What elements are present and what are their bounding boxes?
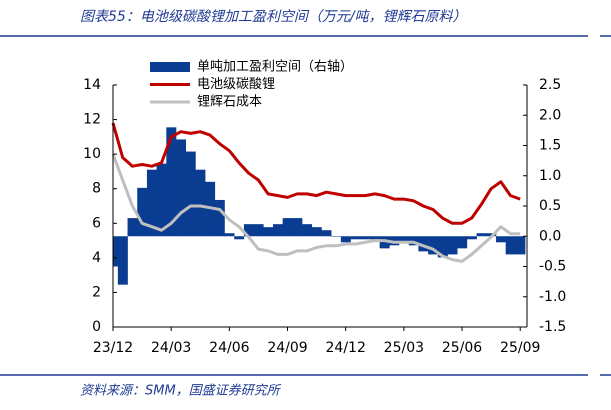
y-tick-label: 14 xyxy=(83,77,101,93)
bar xyxy=(176,139,187,237)
x-tick-label: 24/09 xyxy=(267,340,307,356)
y-tick-label: 4 xyxy=(92,250,101,266)
bar xyxy=(369,236,380,240)
bar xyxy=(437,236,448,258)
legend-label: 电池级碳酸锂 xyxy=(197,77,275,92)
line-series xyxy=(111,122,521,225)
bar xyxy=(214,199,225,237)
bar xyxy=(302,224,313,237)
bar xyxy=(137,187,148,237)
bar xyxy=(166,127,177,237)
y2-tick-label: -1.0 xyxy=(539,289,566,305)
source: 资料来源：SMM，国盛证券研究所 xyxy=(80,383,282,399)
bar xyxy=(311,227,322,237)
x-tick-label: 25/06 xyxy=(442,340,482,356)
y-tick-label: 6 xyxy=(92,215,101,231)
bar xyxy=(350,236,361,240)
y-tick-label: 0 xyxy=(92,319,101,335)
chart-title: 图表55：电池级碳酸锂加工盈利空间（万元/吨，锂辉石原料） xyxy=(80,9,467,25)
bar xyxy=(146,169,157,237)
y2-tick-label: 1.5 xyxy=(539,138,561,154)
bar-group xyxy=(113,127,526,285)
legend-label: 锂辉石成本 xyxy=(197,95,262,110)
y-tick-label: 10 xyxy=(83,146,101,162)
y2-tick-label: 0.0 xyxy=(539,228,561,244)
x-tick-label: 23/12 xyxy=(93,340,133,356)
bar xyxy=(127,218,138,237)
bar xyxy=(113,236,119,267)
bar xyxy=(379,236,390,249)
y-tick-label: 8 xyxy=(92,181,101,197)
bar xyxy=(389,236,400,246)
bar xyxy=(321,230,332,237)
bar xyxy=(156,163,167,237)
y2-tick-label: -0.5 xyxy=(539,259,566,275)
bar xyxy=(428,236,439,255)
bar xyxy=(272,224,283,237)
y-tick-label: 12 xyxy=(83,112,101,128)
bar xyxy=(243,224,254,237)
y2-tick-label: -1.5 xyxy=(539,319,566,335)
legend-label: 单吨加工盈利空间（右轴） xyxy=(197,60,353,75)
bar xyxy=(418,236,429,252)
x-tick-label: 24/12 xyxy=(326,340,366,356)
bar xyxy=(195,169,206,237)
legend-swatch xyxy=(150,62,190,72)
bar xyxy=(234,236,245,240)
bar xyxy=(495,236,506,243)
bar xyxy=(505,236,516,255)
x-tick-label: 25/03 xyxy=(384,340,424,356)
x-tick-label: 24/03 xyxy=(151,340,191,356)
bar xyxy=(457,236,468,249)
y2-tick-label: 0.5 xyxy=(539,198,561,214)
bar xyxy=(476,233,487,237)
y2-tick-label: 2.0 xyxy=(539,107,561,123)
bar xyxy=(185,151,196,237)
bar xyxy=(399,236,410,243)
bar xyxy=(360,236,371,240)
y2-tick-label: 2.5 xyxy=(539,77,561,93)
bar xyxy=(224,233,235,237)
bar xyxy=(515,236,526,255)
bar xyxy=(292,218,303,237)
bar xyxy=(466,236,477,240)
bar xyxy=(447,236,458,255)
bar xyxy=(263,227,274,237)
bar xyxy=(331,236,342,237)
x-tick-label: 24/06 xyxy=(209,340,249,356)
bar xyxy=(282,218,293,237)
y2-tick-label: 1.0 xyxy=(539,168,561,184)
bar xyxy=(117,236,128,285)
y-tick-label: 2 xyxy=(92,284,101,300)
bar xyxy=(340,236,351,243)
line-series xyxy=(111,153,521,263)
bar xyxy=(253,224,264,237)
bar xyxy=(408,236,419,246)
x-tick-label: 25/09 xyxy=(500,340,540,356)
